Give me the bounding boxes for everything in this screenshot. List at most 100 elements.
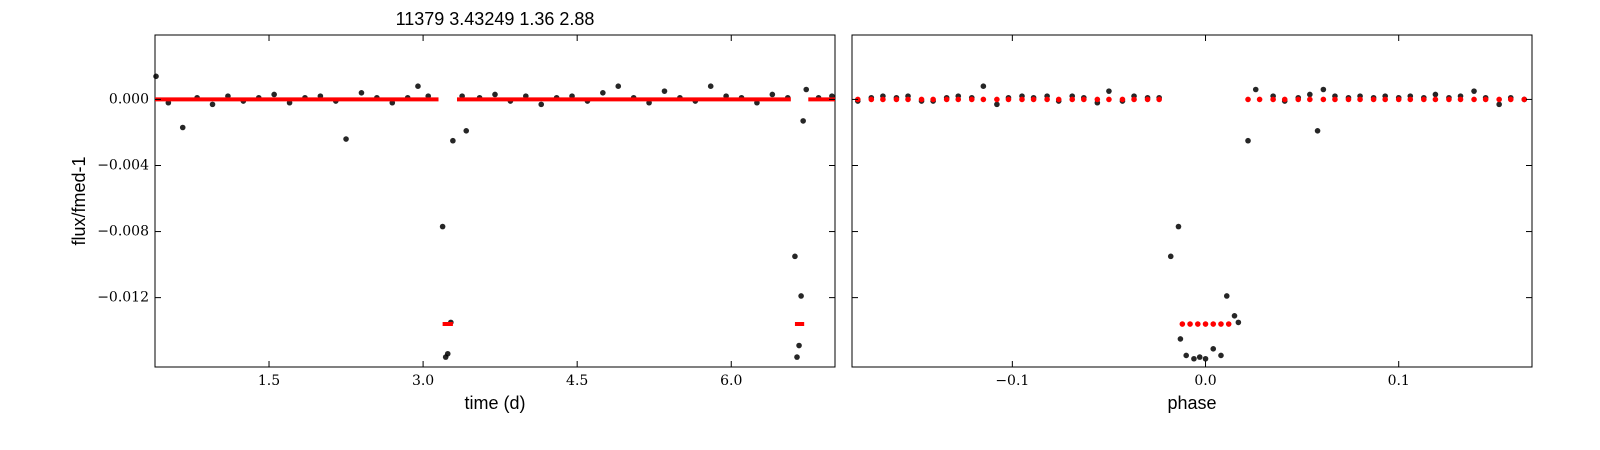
data-point <box>1432 96 1439 103</box>
data-point <box>1094 96 1101 103</box>
data-point <box>955 96 962 103</box>
y-tick-label: 0.000 <box>109 91 149 107</box>
data-point <box>1407 96 1414 103</box>
data-point <box>792 253 798 260</box>
data-point <box>1320 96 1327 103</box>
data-point <box>1106 96 1112 103</box>
data-point <box>1270 96 1276 103</box>
data-point <box>1187 321 1193 327</box>
data-point <box>1295 96 1302 103</box>
data-point <box>800 118 806 124</box>
data-point <box>968 96 975 103</box>
chart-title: 11379 3.43249 1.36 2.88 <box>396 9 595 29</box>
data-point <box>1471 96 1477 103</box>
y-axis-label: flux/fmed-1 <box>69 156 89 245</box>
data-point <box>1218 352 1224 359</box>
data-point <box>1191 355 1197 362</box>
data-point <box>1307 96 1313 103</box>
data-point <box>1421 96 1427 103</box>
data-point <box>1471 88 1477 94</box>
data-point <box>943 96 950 103</box>
data-point <box>794 354 800 360</box>
data-point <box>1507 96 1514 103</box>
data-point <box>798 293 804 299</box>
data-point <box>1218 321 1224 327</box>
data-point <box>1432 91 1439 98</box>
data-point <box>1179 321 1186 327</box>
data-point <box>868 96 875 103</box>
data-point <box>980 96 987 103</box>
data-point <box>492 91 498 98</box>
y-tick-label: −0.004 <box>97 157 149 173</box>
data-point <box>1245 96 1251 103</box>
data-point <box>803 86 810 93</box>
x-tick-label: −0.1 <box>995 373 1029 389</box>
data-point <box>796 342 802 349</box>
data-point <box>1106 88 1112 94</box>
data-point <box>1382 96 1388 103</box>
data-point <box>1183 352 1190 359</box>
data-point <box>1395 96 1402 103</box>
data-point <box>1144 96 1151 103</box>
y-tick-label: −0.012 <box>97 290 149 306</box>
y-tick-label: −0.008 <box>97 224 149 240</box>
data-point <box>1446 96 1452 103</box>
data-point <box>1156 96 1162 103</box>
data-point <box>930 96 936 103</box>
data-point <box>1225 321 1232 327</box>
data-point <box>893 96 900 103</box>
data-point <box>1345 96 1352 103</box>
data-point <box>358 90 365 96</box>
plot-frame <box>851 34 1533 368</box>
data-point <box>463 128 470 134</box>
data-point <box>1177 336 1184 342</box>
data-point <box>661 88 668 94</box>
data-point <box>615 83 622 90</box>
data-point <box>450 137 456 144</box>
data-point <box>1320 86 1327 93</box>
data-point <box>271 91 277 98</box>
data-point <box>1005 96 1012 103</box>
data-point <box>880 96 886 103</box>
data-point <box>1235 319 1242 326</box>
data-point <box>1307 91 1313 98</box>
data-point <box>1175 223 1182 230</box>
x-tick-label: 6.0 <box>720 373 742 389</box>
data-point <box>769 91 776 98</box>
data-point <box>1223 293 1230 299</box>
data-point <box>1055 96 1062 103</box>
data-point <box>538 101 545 108</box>
data-point <box>1131 96 1137 103</box>
data-point <box>707 83 714 90</box>
data-point <box>600 90 606 96</box>
data-point <box>209 101 216 108</box>
data-point <box>444 350 451 357</box>
data-point <box>1357 96 1363 103</box>
data-point <box>153 73 159 80</box>
data-point <box>1314 128 1321 134</box>
data-point <box>994 101 1000 108</box>
data-point <box>415 83 421 90</box>
data-point <box>1521 96 1528 103</box>
data-point <box>1081 96 1087 103</box>
data-point <box>1231 312 1238 319</box>
data-point <box>1482 96 1489 103</box>
data-point <box>1202 355 1209 362</box>
x-axis-label: phase <box>1167 393 1216 413</box>
data-point <box>1202 321 1209 327</box>
x-tick-label: 1.5 <box>258 373 280 389</box>
data-point <box>905 96 911 103</box>
data-point <box>994 96 1000 103</box>
data-point <box>1252 86 1259 93</box>
data-point <box>1069 96 1076 103</box>
data-point <box>1245 137 1251 144</box>
data-point <box>918 96 925 103</box>
data-point <box>1119 96 1126 103</box>
data-point <box>1496 101 1502 108</box>
x-tick-label: 0.0 <box>1194 373 1216 389</box>
plot-frame <box>154 34 836 368</box>
data-point <box>1194 321 1201 327</box>
x-axis-label: time (d) <box>464 393 525 413</box>
data-point <box>1370 96 1377 103</box>
